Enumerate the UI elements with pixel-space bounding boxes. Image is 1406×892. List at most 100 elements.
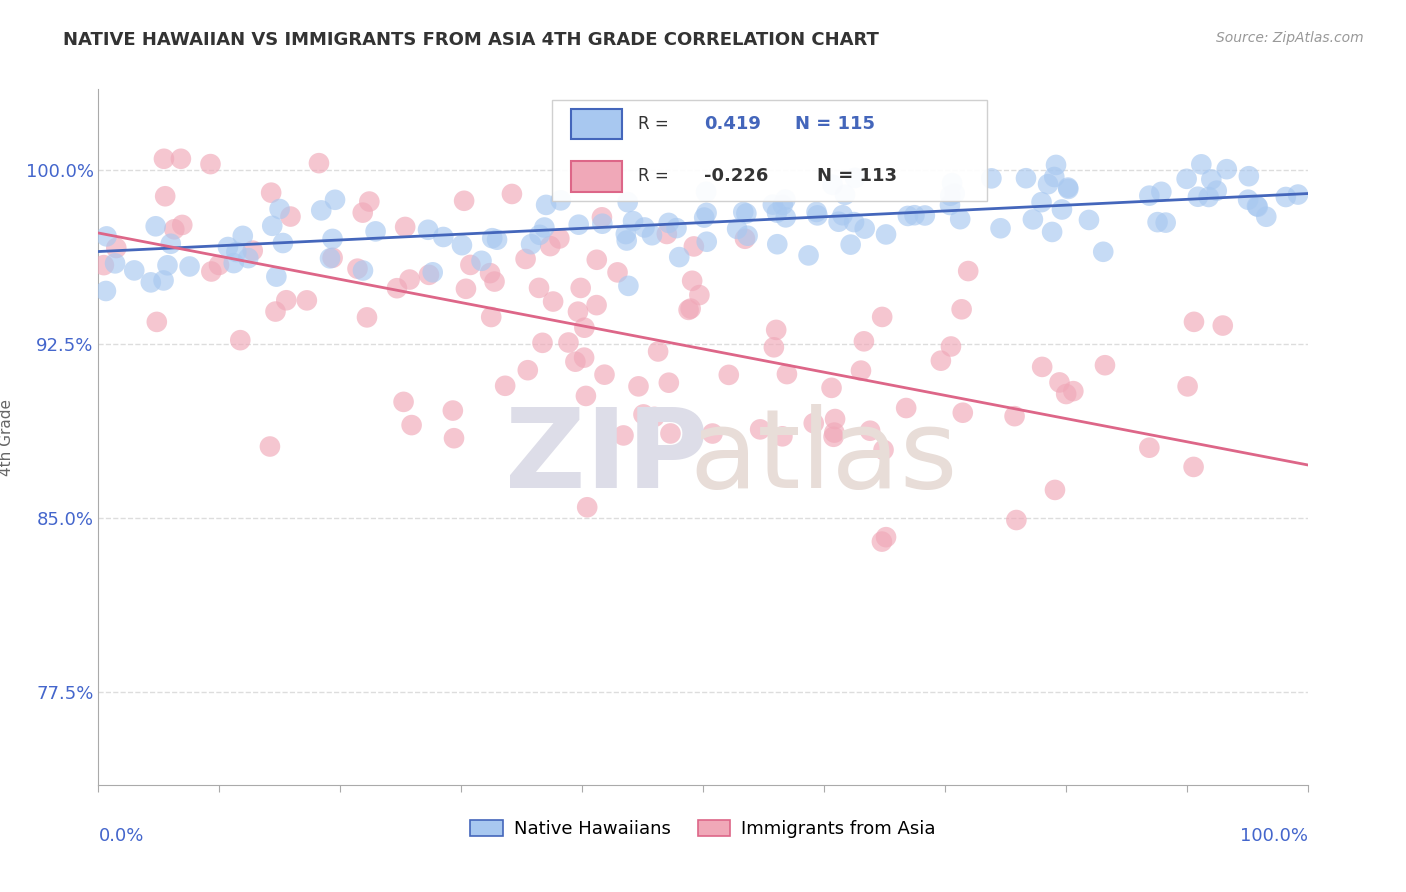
Point [733,205,755,219]
Point [849,364,872,378]
Point [1036,177,1059,191]
Point [949,212,972,227]
Point [486,233,509,247]
Point [633,408,655,422]
Point [616,234,638,248]
Point [717,368,740,382]
Point [852,334,875,349]
Point [262,219,284,233]
Point [481,231,503,245]
Point [647,344,669,359]
Point [734,232,756,246]
Point [1182,315,1205,329]
Point [776,367,799,381]
Point [1198,190,1220,204]
Point [484,275,506,289]
Point [264,304,287,318]
Point [872,442,894,457]
Point [682,239,704,253]
Point [859,424,882,438]
Point [295,293,318,308]
Point [276,293,298,308]
Point [1256,210,1278,224]
Point [418,268,440,282]
Point [460,258,482,272]
Point [824,412,846,426]
Point [516,363,538,377]
Point [470,253,492,268]
Point [939,198,962,212]
Point [156,258,179,272]
Point [659,426,682,441]
Point [749,422,772,436]
Point [681,274,703,288]
Point [614,227,637,241]
Text: NATIVE HAWAIIAN VS IMMIGRANTS FROM ASIA 4TH GRADE CORRELATION CHART: NATIVE HAWAIIAN VS IMMIGRANTS FROM ASIA … [63,31,879,49]
Text: atlas: atlas [690,404,957,511]
Point [359,194,381,209]
Point [453,194,475,208]
Point [93,258,115,272]
Point [633,220,655,235]
Point [569,281,592,295]
Point [541,294,564,309]
Point [990,221,1012,235]
Point [762,340,785,354]
Point [772,198,794,212]
Point [1246,199,1268,213]
FancyBboxPatch shape [571,161,621,192]
Point [152,273,174,287]
Point [823,425,845,440]
Point [1094,358,1116,372]
Point [401,418,423,433]
Point [564,354,586,368]
Point [820,381,842,395]
Point [572,351,595,365]
Point [679,301,702,316]
Point [806,205,828,219]
Point [200,264,222,278]
Point [534,198,557,212]
Point [172,218,194,232]
Point [939,188,962,202]
Point [823,430,845,444]
Point [853,221,876,235]
Point [797,248,820,262]
Point [533,220,555,235]
Point [259,440,281,454]
Text: N = 113: N = 113 [817,168,897,186]
Point [668,250,690,264]
Point [1212,318,1234,333]
Point [914,209,936,223]
Point [803,416,825,430]
Point [153,189,176,203]
Point [827,215,849,229]
Point [494,379,516,393]
Point [870,310,893,324]
Point [232,228,254,243]
Point [612,428,634,442]
Point [432,230,454,244]
Point [1043,483,1066,497]
Text: Source: ZipAtlas.com: Source: ZipAtlas.com [1216,31,1364,45]
Point [875,530,897,544]
Point [1022,212,1045,227]
FancyBboxPatch shape [571,109,621,139]
Point [527,281,550,295]
Point [96,229,118,244]
Point [952,406,974,420]
Point [229,333,252,347]
Point [443,431,465,445]
Point [831,208,853,222]
Text: R =: R = [638,168,668,186]
Point [1057,182,1080,196]
Point [665,221,688,235]
Text: ZIP: ZIP [505,404,709,511]
Point [1043,169,1066,184]
Point [950,302,973,317]
Point [122,263,145,277]
Point [1177,379,1199,393]
Text: 100.0%: 100.0% [1240,827,1308,845]
Point [385,281,408,295]
Text: 0.0%: 0.0% [98,827,143,845]
